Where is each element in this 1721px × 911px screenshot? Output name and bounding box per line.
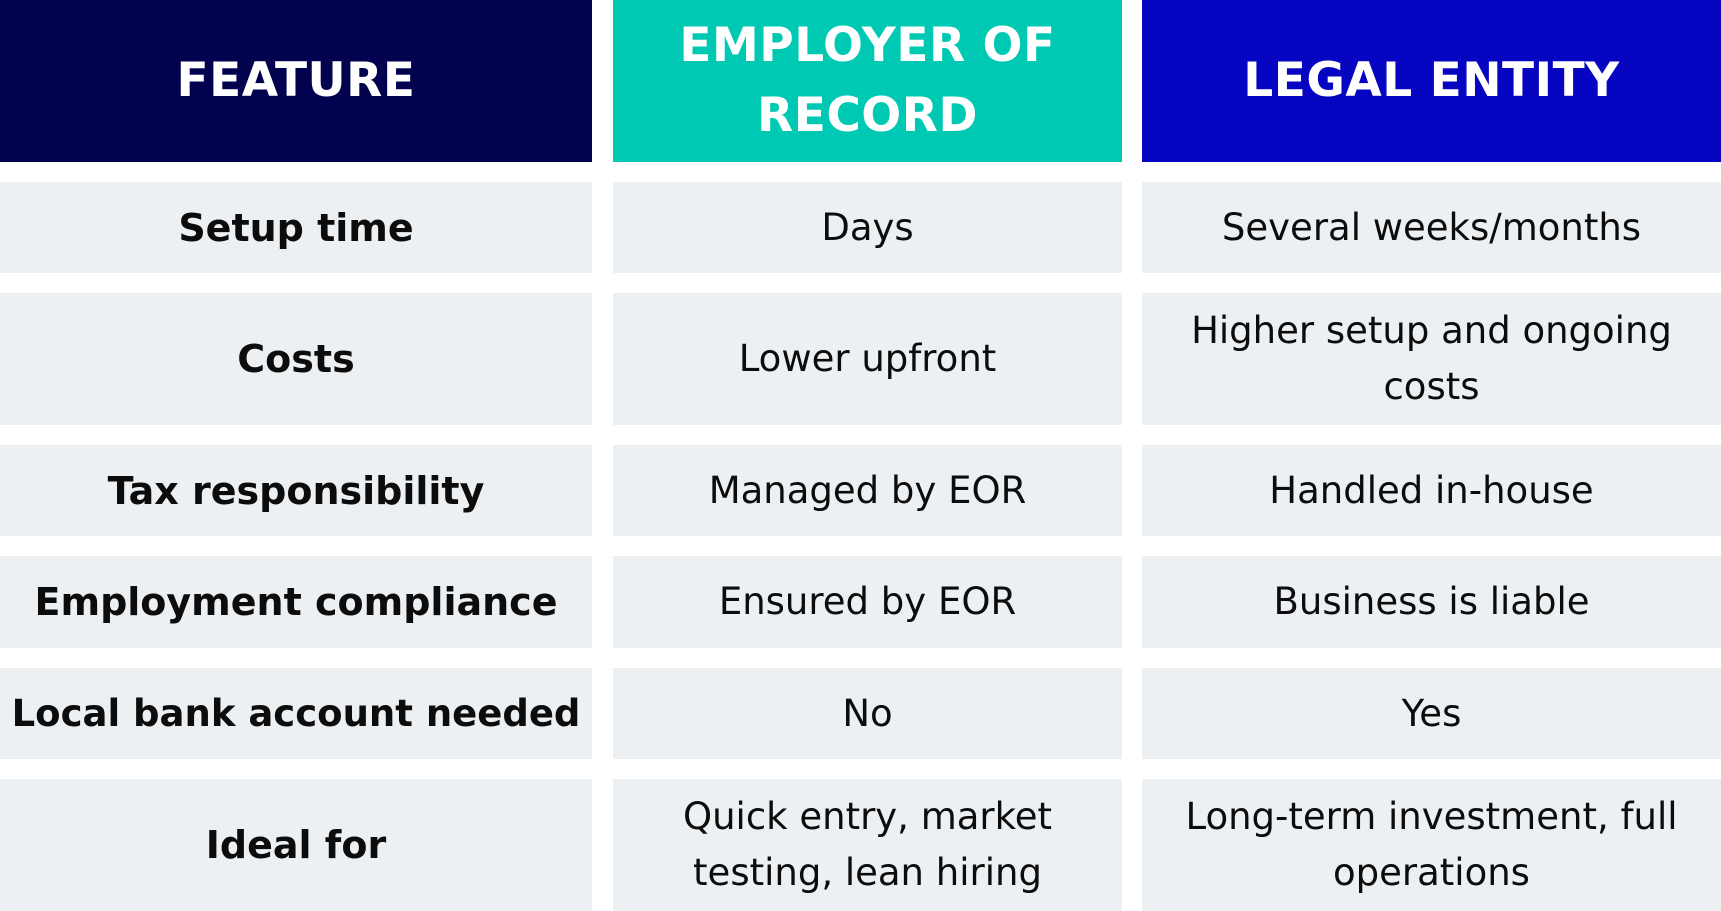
- entity-value: Long-term investment, full operations: [1185, 795, 1678, 894]
- eor-value: Quick entry, market testing, lean hiring: [682, 795, 1053, 894]
- row-employment-compliance-entity: Business is liable: [1142, 556, 1721, 648]
- row-local-bank-account-feature: Local bank account needed: [0, 668, 592, 759]
- row-local-bank-account-entity: Yes: [1142, 668, 1721, 759]
- feature-label: Costs: [237, 337, 355, 381]
- row-tax-responsibility-eor: Managed by EOR: [613, 445, 1122, 536]
- feature-label: Setup time: [178, 205, 414, 250]
- eor-value: Ensured by EOR: [718, 580, 1017, 623]
- feature-label: Ideal for: [205, 823, 387, 867]
- row-ideal-for-entity: Long-term investment, full operations: [1142, 779, 1721, 911]
- entity-value: Business is liable: [1273, 580, 1590, 623]
- row-ideal-for-eor: Quick entry, market testing, lean hiring: [613, 779, 1122, 911]
- eor-value: Days: [821, 205, 914, 249]
- entity-value: Yes: [1401, 691, 1462, 735]
- row-costs-feature: Costs: [0, 293, 592, 425]
- row-setup-time-feature: Setup time: [0, 182, 592, 273]
- row-employment-compliance-feature: Employment compliance: [0, 556, 592, 648]
- header-feature-label: FEATURE: [176, 53, 416, 108]
- row-setup-time-entity: Several weeks/months: [1142, 182, 1721, 273]
- header-eor-label: EMPLOYER OF RECORD: [679, 18, 1056, 143]
- header-employer-of-record: EMPLOYER OF RECORD: [613, 0, 1122, 162]
- entity-value: Several weeks/months: [1221, 205, 1642, 249]
- row-local-bank-account-eor: No: [613, 668, 1122, 759]
- row-ideal-for-feature: Ideal for: [0, 779, 592, 911]
- header-feature: FEATURE: [0, 0, 592, 162]
- row-tax-responsibility-feature: Tax responsibility: [0, 445, 592, 536]
- entity-value: Higher setup and ongoing costs: [1191, 309, 1672, 408]
- feature-label: Local bank account needed: [11, 691, 581, 735]
- row-employment-compliance-eor: Ensured by EOR: [613, 556, 1122, 648]
- row-costs-eor: Lower upfront: [613, 293, 1122, 425]
- row-costs-entity: Higher setup and ongoing costs: [1142, 293, 1721, 425]
- row-tax-responsibility-entity: Handled in-house: [1142, 445, 1721, 536]
- feature-label: Tax responsibility: [107, 468, 485, 513]
- feature-label: Employment compliance: [34, 580, 558, 624]
- row-setup-time-eor: Days: [613, 182, 1122, 273]
- header-entity-label: LEGAL ENTITY: [1243, 53, 1620, 108]
- eor-value: No: [842, 691, 893, 735]
- eor-value: Managed by EOR: [708, 468, 1027, 512]
- entity-value: Handled in-house: [1269, 468, 1594, 512]
- eor-value: Lower upfront: [738, 337, 997, 380]
- header-legal-entity: LEGAL ENTITY: [1142, 0, 1721, 162]
